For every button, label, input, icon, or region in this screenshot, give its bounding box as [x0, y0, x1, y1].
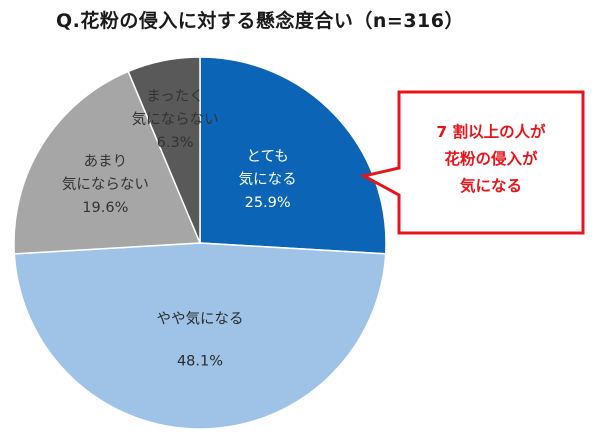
slice-value-label: 19.6% — [82, 200, 128, 216]
slice-category-label: まったく — [146, 88, 203, 105]
slice-value-label: 6.3% — [157, 135, 194, 151]
slice-category-label: やや気になる — [157, 311, 244, 328]
pie-slice — [13, 242, 387, 430]
pie-slice — [127, 56, 201, 244]
callout-border — [359, 90, 585, 235]
chart-title: Q.花粉の侵入に対する懸念度合い（n=316） — [56, 10, 464, 32]
slice-category-label: 気になる — [239, 171, 297, 188]
pie-slice — [199, 56, 387, 255]
slice-value-label: 25.9% — [245, 195, 291, 211]
slice-value-label: 48.1% — [177, 354, 223, 370]
slice-category-label: あまり — [84, 153, 128, 170]
callout-line: 7 割以上の人が — [436, 122, 546, 141]
callout-line: 気になる — [460, 176, 522, 195]
callout-line: 花粉の侵入が — [444, 149, 538, 168]
slice-category-label: 気にならない — [132, 111, 219, 128]
pie-slice — [13, 70, 202, 255]
slice-category-label: 気にならない — [62, 176, 149, 193]
slice-category-label: とても — [246, 148, 288, 165]
